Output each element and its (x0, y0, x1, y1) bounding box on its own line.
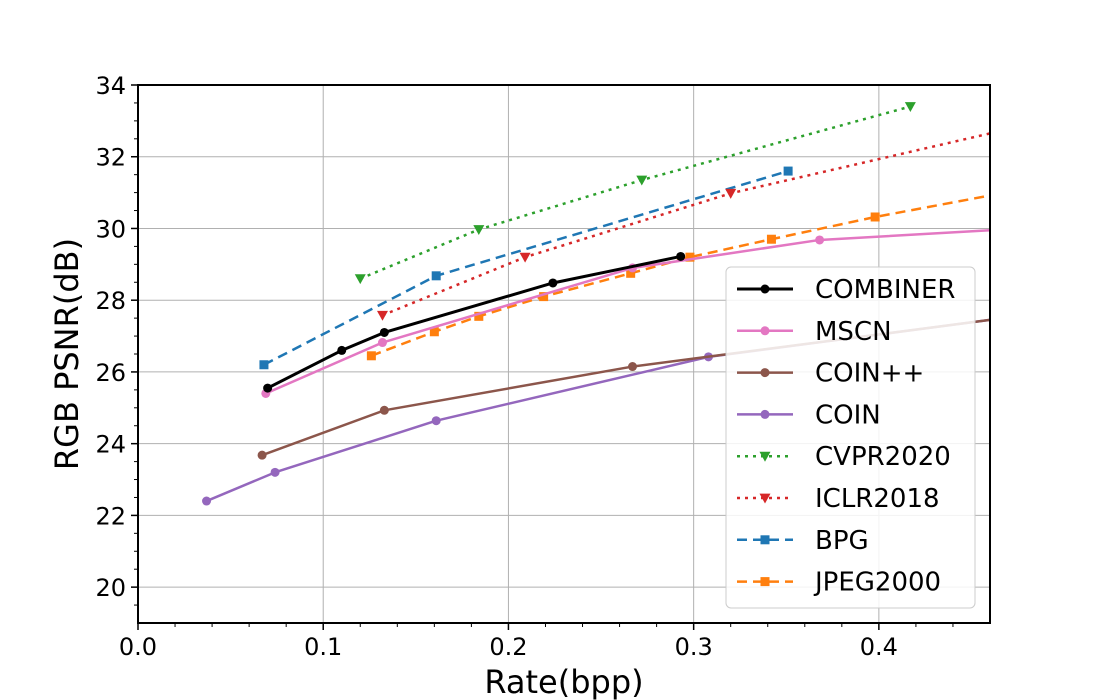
data-point-cvpr2020 (354, 274, 366, 285)
data-point-iclr2018 (519, 252, 531, 263)
data-point-jpeg2000 (685, 252, 695, 262)
x-tick-label: 0.4 (860, 633, 898, 661)
legend-label: ICLR2018 (815, 484, 940, 514)
legend-swatch-marker (760, 368, 770, 378)
legend-swatch-marker (760, 535, 770, 545)
series-combiner (263, 251, 686, 393)
series-cvpr2020 (354, 102, 916, 285)
x-tick-label: 0.2 (489, 633, 527, 661)
data-point-cvpr2020 (904, 102, 916, 113)
legend-label: COMBINER (815, 275, 956, 305)
y-tick-label: 30 (95, 215, 126, 243)
legend-item-jpeg2000: JPEG2000 (737, 568, 941, 598)
series-jpeg2000 (366, 194, 990, 361)
x-tick-label: 0.0 (119, 633, 157, 661)
legend-label: MSCN (815, 317, 892, 347)
y-tick-label: 20 (95, 574, 126, 602)
series-line-bpg (263, 169, 789, 366)
data-point-coin (431, 416, 441, 426)
legend-swatch-marker (759, 451, 771, 462)
data-point-combiner (676, 251, 686, 261)
series-line-cvpr2020 (359, 105, 911, 280)
data-point-coin (379, 405, 389, 415)
data-point-coin (628, 362, 638, 372)
data-point-bpg (783, 166, 793, 176)
legend-item-bpg: BPG (737, 526, 869, 556)
data-point-jpeg2000 (429, 327, 439, 337)
legend-item-mscn: MSCN (737, 317, 892, 347)
legend-item-coin: COIN (737, 400, 881, 430)
legend-item-combiner: COMBINER (737, 275, 956, 305)
legend-label: COIN (815, 400, 881, 430)
legend-swatch-marker (760, 284, 770, 294)
data-point-mscn (815, 235, 825, 245)
data-point-combiner (263, 383, 273, 393)
y-tick-label: 28 (95, 287, 126, 315)
axis-ticks: 0.0 0.1 0.2 0.3 0.4 20 22 24 26 28 30 32 34 (95, 72, 954, 661)
y-tick-label: 24 (95, 431, 126, 459)
data-point-jpeg2000 (766, 234, 776, 244)
data-point-jpeg2000 (474, 311, 484, 321)
y-tick-label: 32 (95, 144, 126, 172)
data-point-mscn (377, 338, 387, 348)
legend-swatch-marker (759, 493, 771, 504)
data-point-coin (270, 467, 280, 477)
legend-label: JPEG2000 (813, 568, 941, 598)
data-point-combiner (379, 327, 389, 337)
data-point-jpeg2000 (366, 351, 376, 361)
data-point-iclr2018 (725, 188, 737, 199)
legend-swatch-marker (760, 409, 770, 419)
legend-item-cvpr2020: CVPR2020 (737, 442, 951, 472)
legend-label: COIN++ (815, 359, 924, 389)
data-point-coin (202, 496, 212, 506)
y-tick-label: 22 (95, 502, 126, 530)
data-point-combiner (337, 345, 347, 355)
x-tick-label: 0.3 (675, 633, 713, 661)
data-point-cvpr2020 (636, 175, 648, 186)
legend-box (725, 266, 976, 609)
data-point-jpeg2000 (539, 292, 549, 302)
x-tick-label: 0.1 (304, 633, 342, 661)
grid (138, 85, 990, 623)
data-point-cvpr2020 (473, 225, 485, 236)
legend-swatch-marker (760, 577, 770, 587)
series-iclr2018 (376, 132, 990, 321)
legend-label: CVPR2020 (815, 442, 951, 472)
data-point-jpeg2000 (626, 268, 636, 278)
y-tick-label: 34 (95, 72, 126, 100)
legend-item-coin: COIN++ (737, 359, 924, 389)
data-point-combiner (548, 278, 558, 288)
x-axis-title: Rate(bpp) (484, 663, 643, 700)
y-axis-title: RGB PSNR(dB) (48, 238, 86, 470)
data-point-bpg (259, 360, 269, 370)
data-point-jpeg2000 (870, 212, 880, 222)
legend: COMBINER MSCN COIN++ COIN CVPR2020 ICLR2018 BP… (725, 266, 976, 609)
series-bpg (259, 166, 793, 370)
data-point-coin (257, 450, 267, 460)
legend-item-iclr2018: ICLR2018 (737, 484, 940, 514)
legend-label: BPG (815, 526, 869, 556)
legend-swatch-marker (760, 326, 770, 336)
y-tick-label: 26 (95, 359, 126, 387)
data-point-iclr2018 (376, 310, 388, 321)
data-point-bpg (431, 271, 441, 281)
